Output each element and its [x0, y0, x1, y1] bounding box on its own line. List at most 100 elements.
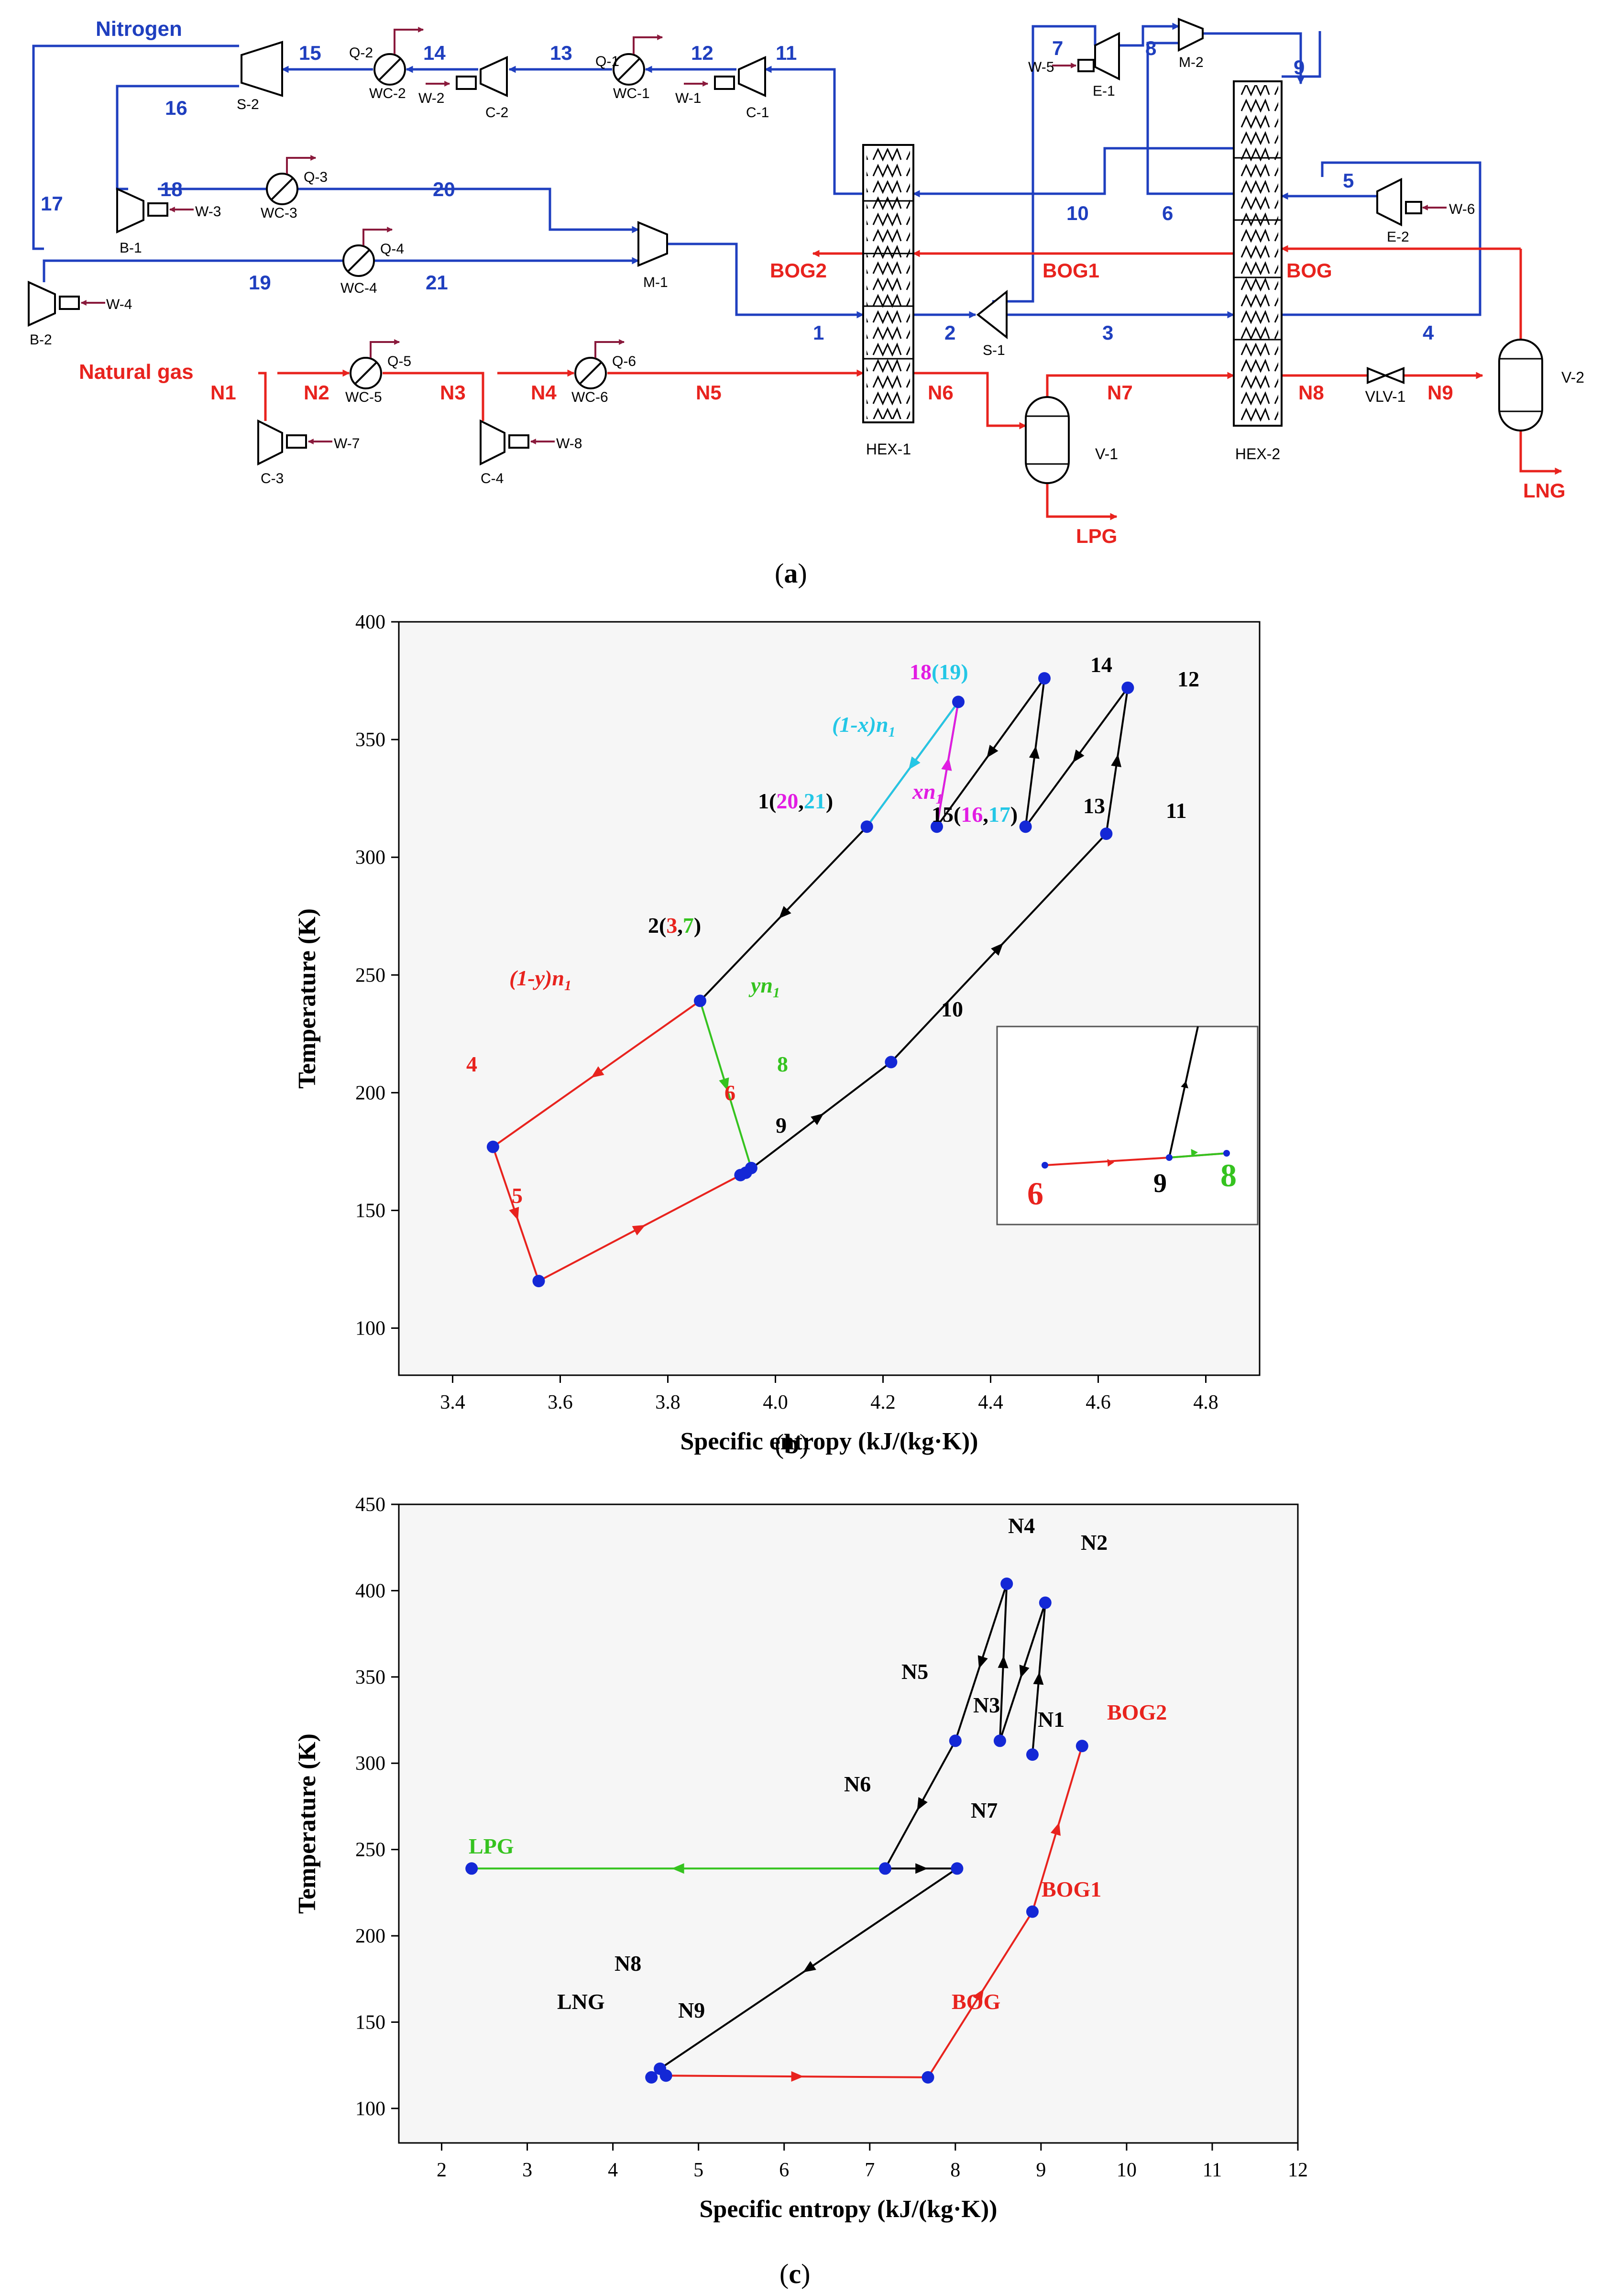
inset-label-6: 6 — [1027, 1175, 1043, 1212]
c-arrow-natural-gas — [915, 1863, 928, 1874]
label-N6: N6 — [844, 1772, 871, 1796]
m-1 — [637, 221, 668, 267]
panel-c-plot-area — [399, 1504, 1298, 2143]
q-3-label: Q-3 — [304, 169, 328, 185]
natural-gas-lines — [258, 245, 1562, 520]
q-1-label: Q-1 — [595, 54, 619, 69]
b-arrow-(1-y)n1 — [632, 1225, 646, 1236]
label-2-7: 7 — [683, 913, 694, 938]
c-xtick-label: 4 — [608, 2159, 618, 2181]
natural-gas-title: Natural gas — [79, 360, 194, 384]
b-xtick-label: 4.4 — [978, 1391, 1003, 1413]
label-1-21: 21 — [804, 789, 826, 813]
b-point-12 — [1121, 681, 1134, 694]
label-2-sep: , — [677, 913, 683, 938]
b-xtick-label: 3.4 — [440, 1391, 465, 1413]
panel-b-inset: 6 9 8 — [996, 1026, 1259, 1225]
hex-1: HEX-1 — [862, 144, 914, 458]
flow-label-yn-main: yn — [748, 973, 773, 997]
stream-N8-label: N8 — [1298, 381, 1324, 404]
c-xtick-label: 8 — [950, 2159, 960, 2181]
label-9: 9 — [776, 1113, 787, 1137]
b-arrow-hot-return — [1073, 749, 1085, 763]
b-point-15 — [931, 820, 943, 833]
stream-4-line — [1282, 161, 1481, 316]
wc-4 — [342, 244, 375, 277]
c-arrow-natural-gas — [998, 1656, 1009, 1668]
b-ytick-label: 150 — [355, 1200, 385, 1222]
c-point-N7 — [951, 1862, 964, 1875]
panel-b-plot-area — [399, 622, 1260, 1375]
stream-11-line — [764, 66, 863, 195]
c-point-N6 — [878, 1862, 891, 1875]
b-ylabel: Temperature (K) — [294, 908, 321, 1089]
label-BOG: BOG — [952, 1989, 1000, 2014]
stream-14-label: 14 — [423, 42, 446, 64]
b-arrow-hot-return — [811, 1113, 824, 1126]
q-4-label: Q-4 — [380, 241, 404, 257]
b-arrow-xn1 — [941, 757, 952, 771]
label-5: 5 — [512, 1183, 523, 1208]
label-N7: N7 — [971, 1798, 998, 1822]
b-xtick-label: 4.8 — [1193, 1391, 1218, 1413]
b-point-14 — [1038, 672, 1051, 685]
stream-10-label: 10 — [1066, 202, 1089, 224]
m-2 — [1178, 18, 1204, 52]
label-15-16: 16 — [961, 802, 983, 827]
stream-N3-label: N3 — [440, 381, 466, 404]
label-14: 14 — [1090, 652, 1112, 677]
c-ylabel: Temperature (K) — [294, 1733, 321, 1914]
s-2 — [241, 41, 283, 97]
m-1-label: M-1 — [643, 275, 668, 290]
stream-13-label: 13 — [550, 42, 572, 64]
c-arrow-natural-gas — [1019, 1665, 1030, 1678]
c-point-N9 — [659, 2069, 672, 2082]
wc-5-label: WC-5 — [345, 389, 382, 405]
panel-c-series — [472, 1583, 1083, 2082]
b-point-18 — [952, 695, 965, 708]
stream-1-line — [667, 243, 864, 319]
b-point-2 — [694, 994, 706, 1007]
wc-4-label: WC-4 — [340, 280, 377, 296]
stream-11-label: 11 — [776, 42, 797, 64]
panel-c-markers — [465, 1577, 1088, 2084]
b-arrow-hot-return — [1111, 754, 1122, 767]
flow-label-xn-main: xn — [912, 779, 936, 804]
c-point-LNG — [645, 2071, 658, 2084]
v-2-label: V-2 — [1561, 369, 1584, 386]
w-8-label: W-8 — [556, 436, 582, 452]
hex-2-label: HEX-2 — [1235, 445, 1280, 463]
label-N2: N2 — [1081, 1530, 1108, 1555]
panel-b-axes: 3.4 3.6 3.8 4.0 4.2 4.4 4.6 4.8 100 150 200 250 300 3… — [294, 611, 1261, 1455]
stream-20-line — [296, 188, 639, 233]
stream-N3-line — [383, 372, 484, 421]
c-point-BOG — [922, 2071, 934, 2084]
wc-1 — [613, 53, 645, 86]
v-1: V-1 — [1025, 396, 1118, 484]
stream-9-line — [1203, 32, 1305, 85]
b-xtick-label: 3.8 — [655, 1391, 680, 1413]
label-18-19: 19 — [939, 660, 961, 684]
label-N1: N1 — [1038, 1707, 1064, 1732]
b-arrow-(1-y)n1 — [591, 1066, 604, 1078]
w-1-label: W-1 — [675, 90, 701, 106]
label-15: 15(16,17) — [932, 802, 1018, 827]
c-xtick-label: 2 — [437, 2159, 447, 2181]
stream-LPG-line — [1046, 483, 1118, 520]
stream-LNG-label: LNG — [1523, 479, 1566, 502]
flow-label-yn: yn1 — [748, 973, 780, 1001]
panel-b-series — [492, 677, 1129, 1282]
b-point-9 — [739, 1166, 752, 1179]
panel-c-axes: 2 3 4 5 6 7 8 9 10 11 12 100 150 200 250 300 350 400 450 Sp… — [294, 1494, 1308, 2223]
label-N4: N4 — [1008, 1513, 1035, 1538]
label-18-close: ) — [961, 660, 968, 684]
c-ytick-label: 400 — [355, 1580, 385, 1602]
nitrogen-lines — [32, 22, 1481, 319]
c-point-BOG2 — [1075, 1740, 1088, 1753]
hex-2: HEX-2 — [1233, 80, 1283, 463]
b-xtick-label: 3.6 — [548, 1391, 573, 1413]
label-18-main: 18 — [910, 660, 932, 684]
w-7-label: W-7 — [334, 436, 360, 452]
s-2-label: S-2 — [237, 97, 259, 112]
w-2-label: W-2 — [418, 90, 444, 106]
